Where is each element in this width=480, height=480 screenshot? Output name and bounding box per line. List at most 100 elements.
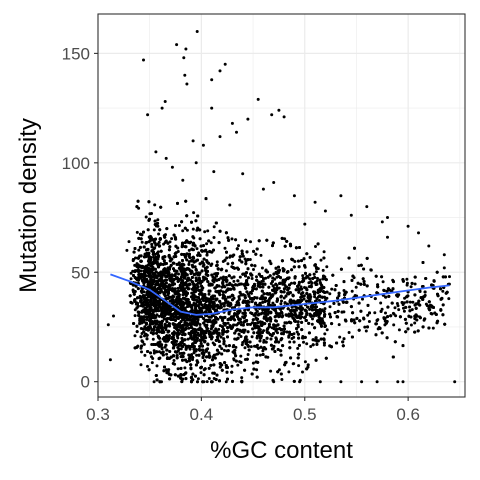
data-point — [207, 351, 211, 355]
data-point — [267, 325, 271, 329]
data-point — [323, 332, 327, 336]
data-point — [207, 292, 211, 296]
data-point — [174, 224, 177, 228]
data-point — [308, 307, 312, 311]
data-point — [221, 290, 225, 294]
data-point — [237, 244, 240, 248]
data-point — [271, 301, 275, 305]
data-point — [441, 289, 445, 293]
data-point — [297, 364, 301, 368]
data-point — [209, 241, 213, 245]
data-point — [363, 325, 367, 329]
data-point — [220, 347, 224, 351]
data-point — [280, 299, 283, 303]
data-point — [151, 320, 155, 323]
data-point — [255, 368, 259, 372]
data-point — [179, 347, 183, 351]
data-point — [302, 340, 305, 344]
data-point — [212, 225, 216, 229]
data-point — [261, 279, 265, 283]
data-point — [134, 256, 137, 260]
data-point — [240, 376, 244, 380]
data-point — [394, 314, 398, 318]
data-point — [149, 234, 152, 238]
data-point — [152, 351, 156, 355]
data-point — [140, 240, 144, 244]
data-point — [191, 227, 195, 231]
data-point — [393, 306, 397, 310]
data-point — [269, 262, 273, 266]
data-point — [218, 324, 222, 328]
data-point — [146, 364, 149, 368]
data-point — [330, 287, 334, 291]
data-point — [187, 326, 191, 330]
data-point — [249, 240, 252, 244]
data-point — [224, 290, 227, 294]
data-point — [232, 357, 236, 361]
data-point — [222, 275, 225, 279]
data-point — [261, 285, 265, 289]
data-point — [133, 334, 137, 338]
data-point — [178, 352, 182, 355]
data-point — [424, 302, 428, 306]
data-point — [409, 285, 413, 289]
data-point — [212, 236, 216, 239]
data-point — [328, 305, 332, 309]
data-point — [219, 289, 223, 293]
data-point — [325, 265, 329, 269]
data-point — [313, 295, 317, 299]
data-point — [230, 237, 234, 241]
data-point — [206, 347, 210, 351]
data-point — [375, 319, 379, 322]
data-point — [151, 357, 155, 360]
data-point — [296, 346, 300, 350]
data-point — [260, 266, 264, 270]
data-point — [287, 370, 291, 374]
data-point — [367, 320, 371, 323]
data-point — [354, 285, 358, 289]
data-point — [366, 313, 370, 317]
data-point — [151, 337, 155, 341]
data-point — [258, 353, 262, 357]
data-point — [153, 246, 157, 250]
data-point — [215, 260, 219, 264]
data-point — [403, 296, 407, 300]
data-point — [217, 351, 221, 355]
data-point — [217, 327, 221, 331]
data-point — [176, 346, 180, 349]
data-point — [282, 296, 286, 300]
data-point — [259, 253, 263, 257]
data-point — [379, 301, 383, 305]
data-point — [246, 353, 250, 356]
data-point — [231, 345, 235, 349]
data-point — [170, 237, 174, 241]
data-point — [224, 269, 228, 273]
data-point — [143, 353, 147, 357]
data-point — [192, 211, 196, 215]
data-point — [188, 347, 192, 351]
data-point — [314, 270, 318, 274]
data-point — [397, 308, 401, 312]
data-point — [269, 319, 273, 323]
data-point — [157, 314, 161, 318]
data-point — [321, 268, 325, 272]
data-point — [364, 329, 368, 333]
data-point — [207, 377, 211, 380]
data-point — [384, 311, 387, 315]
data-point — [316, 276, 319, 280]
data-point — [410, 308, 414, 312]
data-point — [250, 277, 254, 280]
data-point — [396, 304, 400, 308]
data-point — [408, 300, 412, 304]
data-point — [250, 291, 253, 295]
data-point — [239, 354, 243, 358]
data-point — [226, 321, 230, 325]
data-point — [431, 326, 435, 330]
data-point — [250, 335, 254, 339]
data-point — [381, 280, 385, 284]
data-point — [328, 292, 332, 296]
data-point — [135, 230, 139, 234]
data-point — [224, 344, 228, 348]
data-point — [244, 259, 248, 263]
